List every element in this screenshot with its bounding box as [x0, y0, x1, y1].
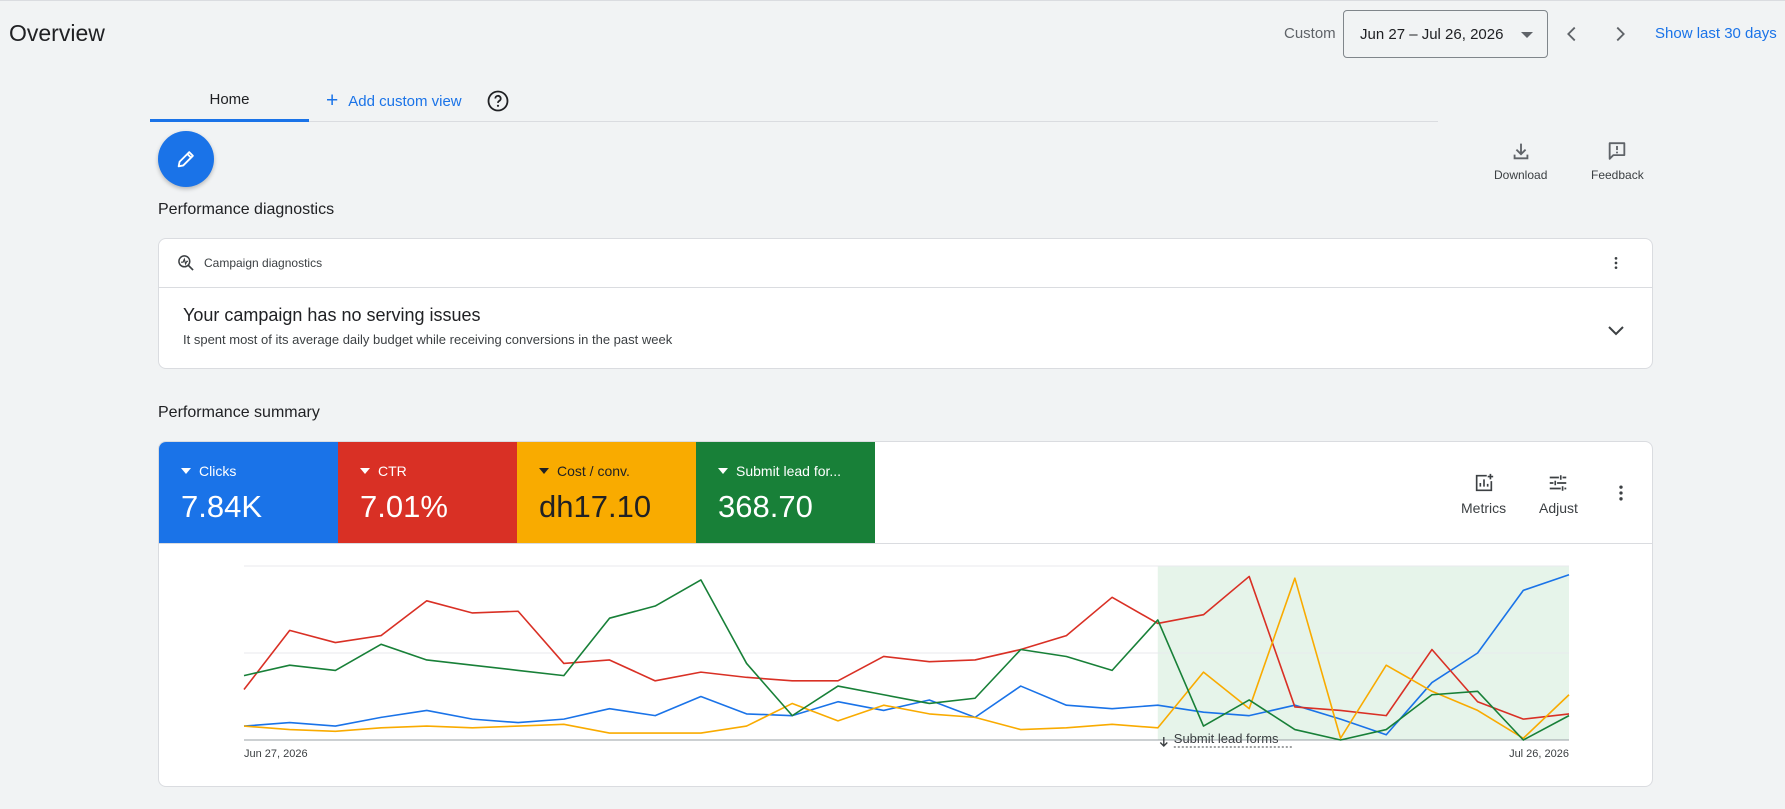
dropdown-caret-icon [1521, 32, 1533, 38]
series-line-0 [243, 573, 1570, 736]
diagnostics-body: Your campaign has no serving issues It s… [159, 288, 1652, 347]
date-range-text: Jun 27 – Jul 26, 2026 [1360, 25, 1504, 43]
next-period-button[interactable] [1605, 19, 1635, 49]
download-button[interactable]: Download [1494, 140, 1547, 182]
feedback-icon [1609, 142, 1626, 160]
download-label: Download [1494, 168, 1548, 182]
tune-icon [1550, 475, 1567, 491]
metric-value: dh17.10 [539, 489, 652, 524]
download-icon [1513, 143, 1529, 160]
feedback-label: Feedback [1591, 168, 1644, 182]
add-chart-icon [1475, 473, 1493, 492]
metric-value: 368.70 [718, 489, 813, 524]
add-custom-view-button[interactable]: + Add custom view [326, 80, 462, 122]
campaign-diagnostics-label: Campaign diagnostics [204, 256, 323, 270]
edit-button[interactable] [158, 131, 214, 187]
custom-label: Custom [1284, 25, 1336, 42]
help-icon[interactable] [486, 89, 510, 113]
previous-period-button[interactable] [1557, 19, 1587, 49]
add-custom-view-label: Add custom view [348, 92, 462, 110]
performance-summary-title: Performance summary [158, 404, 320, 421]
metric-value: 7.01% [360, 489, 448, 524]
diagnostics-search-icon [178, 255, 194, 271]
plus-icon: + [326, 89, 339, 112]
date-range-selector[interactable]: Jun 27 – Jul 26, 2026 [1343, 10, 1548, 58]
metric-label: Submit lead for... [736, 463, 842, 479]
expand-chevron-icon[interactable] [1604, 318, 1628, 342]
pencil-icon [177, 151, 194, 168]
metric-tile-clicks[interactable]: Clicks 7.84K [159, 442, 338, 543]
dropdown-triangle-icon [539, 468, 549, 474]
performance-line-chart: Submit lead forms Jun 27, 2026 Jul 26, 2… [243, 565, 1570, 760]
metric-value: 7.84K [181, 489, 263, 524]
adjust-button[interactable]: Adjust [1539, 472, 1578, 516]
performance-summary-card: Clicks 7.84K CTR 7.01% Cost / conv. dh17… [158, 441, 1653, 787]
metrics-label: Metrics [1461, 500, 1507, 516]
metric-label: Clicks [199, 463, 237, 479]
show-last-30-days-link[interactable]: Show last 30 days [1655, 25, 1777, 42]
series-line-3 [243, 579, 1570, 741]
metric-label: Cost / conv. [557, 463, 630, 479]
annotation-label: Submit lead forms [1174, 731, 1279, 746]
x-tick-label-start: Jun 27, 2026 [244, 748, 308, 760]
metric-label: CTR [378, 463, 407, 479]
top-border [0, 0, 1785, 1]
campaign-diagnostics-card: Campaign diagnostics Your campaign has n… [158, 238, 1653, 369]
series-group [243, 573, 1570, 741]
chevron-left-icon [1567, 26, 1576, 42]
diagnostics-more-button[interactable] [1608, 251, 1632, 275]
more-vert-icon [1614, 257, 1618, 269]
dropdown-triangle-icon [181, 468, 191, 474]
summary-more-button[interactable] [1609, 481, 1633, 505]
metric-tile-submit-lead-forms[interactable]: Submit lead for... 368.70 [696, 442, 875, 543]
dropdown-triangle-icon [360, 468, 370, 474]
metric-tile-ctr[interactable]: CTR 7.01% [338, 442, 517, 543]
tab-home[interactable]: Home [150, 80, 309, 122]
metrics-button[interactable]: Metrics [1461, 472, 1506, 516]
campaign-diagnostics-header: Campaign diagnostics [159, 239, 1652, 288]
series-line-1 [243, 575, 1570, 720]
diagnostics-subtitle: It spent most of its average daily budge… [183, 332, 673, 347]
gridlines [244, 565, 1569, 654]
adjust-label: Adjust [1539, 500, 1578, 516]
metric-tile-cost-per-conv[interactable]: Cost / conv. dh17.10 [517, 442, 696, 543]
diagnostics-title: Your campaign has no serving issues [183, 305, 481, 325]
page-title: Overview [9, 20, 105, 46]
feedback-button[interactable]: Feedback [1591, 140, 1644, 182]
chevron-right-icon [1616, 26, 1625, 42]
x-tick-label-end: Jul 26, 2026 [1509, 748, 1569, 760]
dropdown-triangle-icon [718, 468, 728, 474]
performance-diagnostics-title: Performance diagnostics [158, 201, 335, 218]
view-tabs: Home + Add custom view [150, 80, 1438, 122]
annotation-marker: Submit lead forms [1159, 731, 1294, 748]
more-vert-icon [1619, 485, 1623, 501]
summary-divider [159, 543, 1652, 544]
series-line-2 [243, 577, 1570, 740]
arrow-down-icon [1159, 737, 1168, 747]
metric-tiles: Clicks 7.84K CTR 7.01% Cost / conv. dh17… [159, 442, 875, 543]
